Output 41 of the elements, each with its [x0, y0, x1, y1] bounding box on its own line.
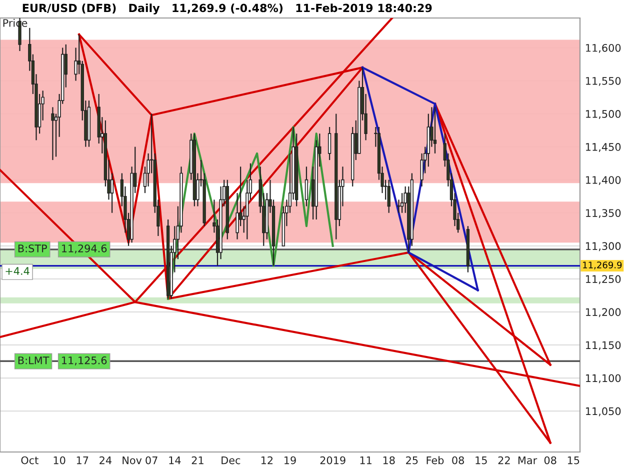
- y-tick-label: 11,150: [586, 341, 621, 350]
- x-tick-label: 2019: [320, 456, 346, 464]
- annotation: B:STP: [18, 244, 47, 252]
- x-tick-label: 22: [498, 456, 510, 464]
- annotation: 11,294.6: [62, 244, 107, 254]
- x-tick-label: 21: [192, 456, 204, 464]
- x-tick-label: 25: [406, 456, 418, 464]
- x-tick-label: 11: [360, 456, 372, 464]
- x-tick-label: 19: [284, 456, 296, 464]
- x-tick-label: Nov: [122, 456, 142, 464]
- y-tick-label: 11,050: [586, 407, 621, 416]
- y-tick-label: 11,500: [586, 110, 621, 119]
- y-tick-label: 11,300: [586, 242, 621, 252]
- x-tick-label: 24: [100, 456, 112, 464]
- y-tick-label: 11,400: [586, 176, 621, 186]
- x-tick-label: 07: [146, 456, 158, 464]
- x-tick-label: 15: [568, 456, 580, 464]
- y-tick-label: 11,100: [586, 374, 621, 384]
- x-tick-label: 15: [476, 456, 487, 464]
- x-tick-label: 17: [76, 456, 88, 464]
- chart-title: EUR/USD (DFB) Daily 11,269.9 (-0.48%) 11-Feb-2019 18:40:29: [22, 4, 432, 14]
- y-tick-label: 11,550: [586, 76, 621, 86]
- y-tick-label: 11,600: [586, 44, 621, 53]
- x-tick-label: 08: [544, 456, 556, 464]
- x-tick-label: 14: [169, 456, 181, 464]
- x-tick-label: 18: [383, 456, 395, 464]
- annotation: 11,125.6: [62, 356, 107, 366]
- x-tick-label: 08: [452, 456, 464, 464]
- ref-line-label: 11,269.9: [583, 262, 622, 270]
- x-tick-label: 10: [54, 456, 66, 464]
- annotation: B:LMT: [18, 356, 50, 364]
- x-tick-label: Oct: [21, 456, 38, 464]
- y-tick-label: 11,250: [586, 275, 621, 284]
- x-tick-label: Dec: [222, 456, 240, 464]
- x-tick-label: Feb: [426, 456, 444, 464]
- y-tick-label: 11,200: [586, 308, 621, 318]
- y-tick-label: 11,350: [586, 209, 621, 218]
- x-tick-label: Mar: [518, 456, 538, 464]
- y-tick-label: 11,450: [586, 143, 621, 152]
- x-tick-label: 12: [261, 456, 273, 464]
- annotation: +4.4: [6, 267, 30, 275]
